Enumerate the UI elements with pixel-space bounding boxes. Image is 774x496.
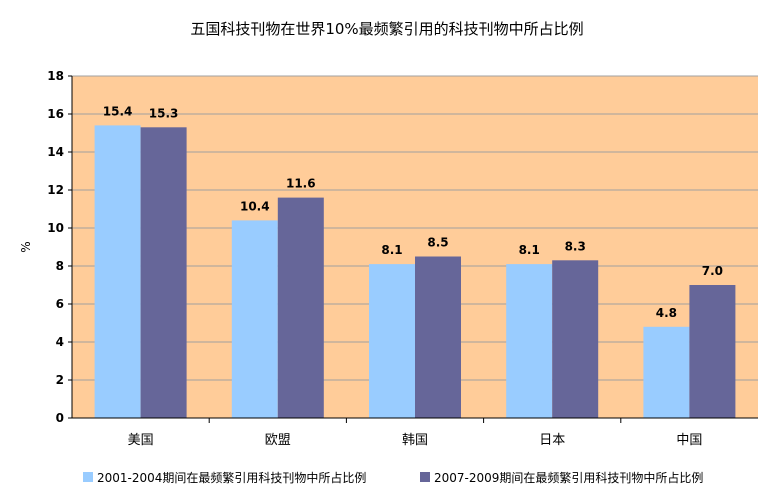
x-tick-label: 日本	[539, 433, 565, 448]
data-label: 8.1	[519, 243, 540, 257]
legend-item-series-1: 2001-2004期间在最频繁引用科技刊物中所占比例	[83, 468, 366, 486]
y-tick-label: 18	[47, 69, 64, 83]
data-label: 8.1	[381, 243, 402, 257]
y-tick-label: 2	[56, 373, 64, 387]
legend-swatch-series-2	[420, 472, 430, 482]
y-tick-label: 0	[56, 411, 64, 425]
y-tick-label: 8	[56, 259, 64, 273]
data-label: 10.4	[240, 199, 270, 213]
x-tick-label: 美国	[128, 433, 154, 448]
data-label: 15.4	[103, 104, 133, 118]
y-tick-label: 14	[47, 145, 64, 159]
axes: 0 2 4 6 8 10 12 14 16 18 美国 欧盟 韩国 日本 中国	[47, 69, 758, 448]
y-axis-label: %	[19, 241, 33, 252]
legend-label-series-2: 2007-2009期间在最频繁引用科技刊物中所占比例	[434, 470, 704, 485]
chart-title: 五国科技刊物在世界10%最频繁引用的科技刊物中所占比例	[190, 20, 584, 38]
bar-1-4	[643, 326, 690, 418]
data-label: 7.0	[702, 264, 723, 278]
bar-1-1	[231, 220, 278, 418]
bar-2-3	[552, 260, 599, 418]
bar-1-2	[369, 264, 415, 418]
bar-1-3	[506, 264, 553, 418]
bars: 15.4 15.3 10.4 11.6 8.1 8.5 8.1 8.3 4.8 7.0	[94, 104, 736, 419]
y-tick-label: 16	[47, 107, 64, 121]
data-label: 11.6	[286, 177, 316, 191]
x-tick-label: 欧盟	[265, 433, 291, 448]
bar-2-0	[140, 127, 187, 419]
y-tick-label: 12	[47, 183, 64, 197]
bar-2-1	[277, 197, 324, 418]
data-label: 4.8	[656, 306, 677, 320]
bar-2-2	[415, 256, 461, 418]
data-label: 8.5	[427, 236, 448, 250]
bar-1-0	[94, 125, 141, 419]
bar-2-4	[689, 285, 736, 418]
x-tick-label: 韩国	[402, 433, 428, 448]
y-tick-label: 10	[47, 221, 64, 235]
data-label: 15.3	[149, 106, 179, 120]
y-tick-label: 4	[56, 335, 64, 349]
data-label: 8.3	[565, 239, 586, 253]
legend-swatch-series-1	[83, 472, 93, 482]
y-tick-label: 6	[56, 297, 64, 311]
legend-item-series-2: 2007-2009期间在最频繁引用科技刊物中所占比例	[420, 468, 703, 486]
legend-label-series-1: 2001-2004期间在最频繁引用科技刊物中所占比例	[97, 470, 367, 485]
x-tick-label: 中国	[676, 433, 702, 448]
